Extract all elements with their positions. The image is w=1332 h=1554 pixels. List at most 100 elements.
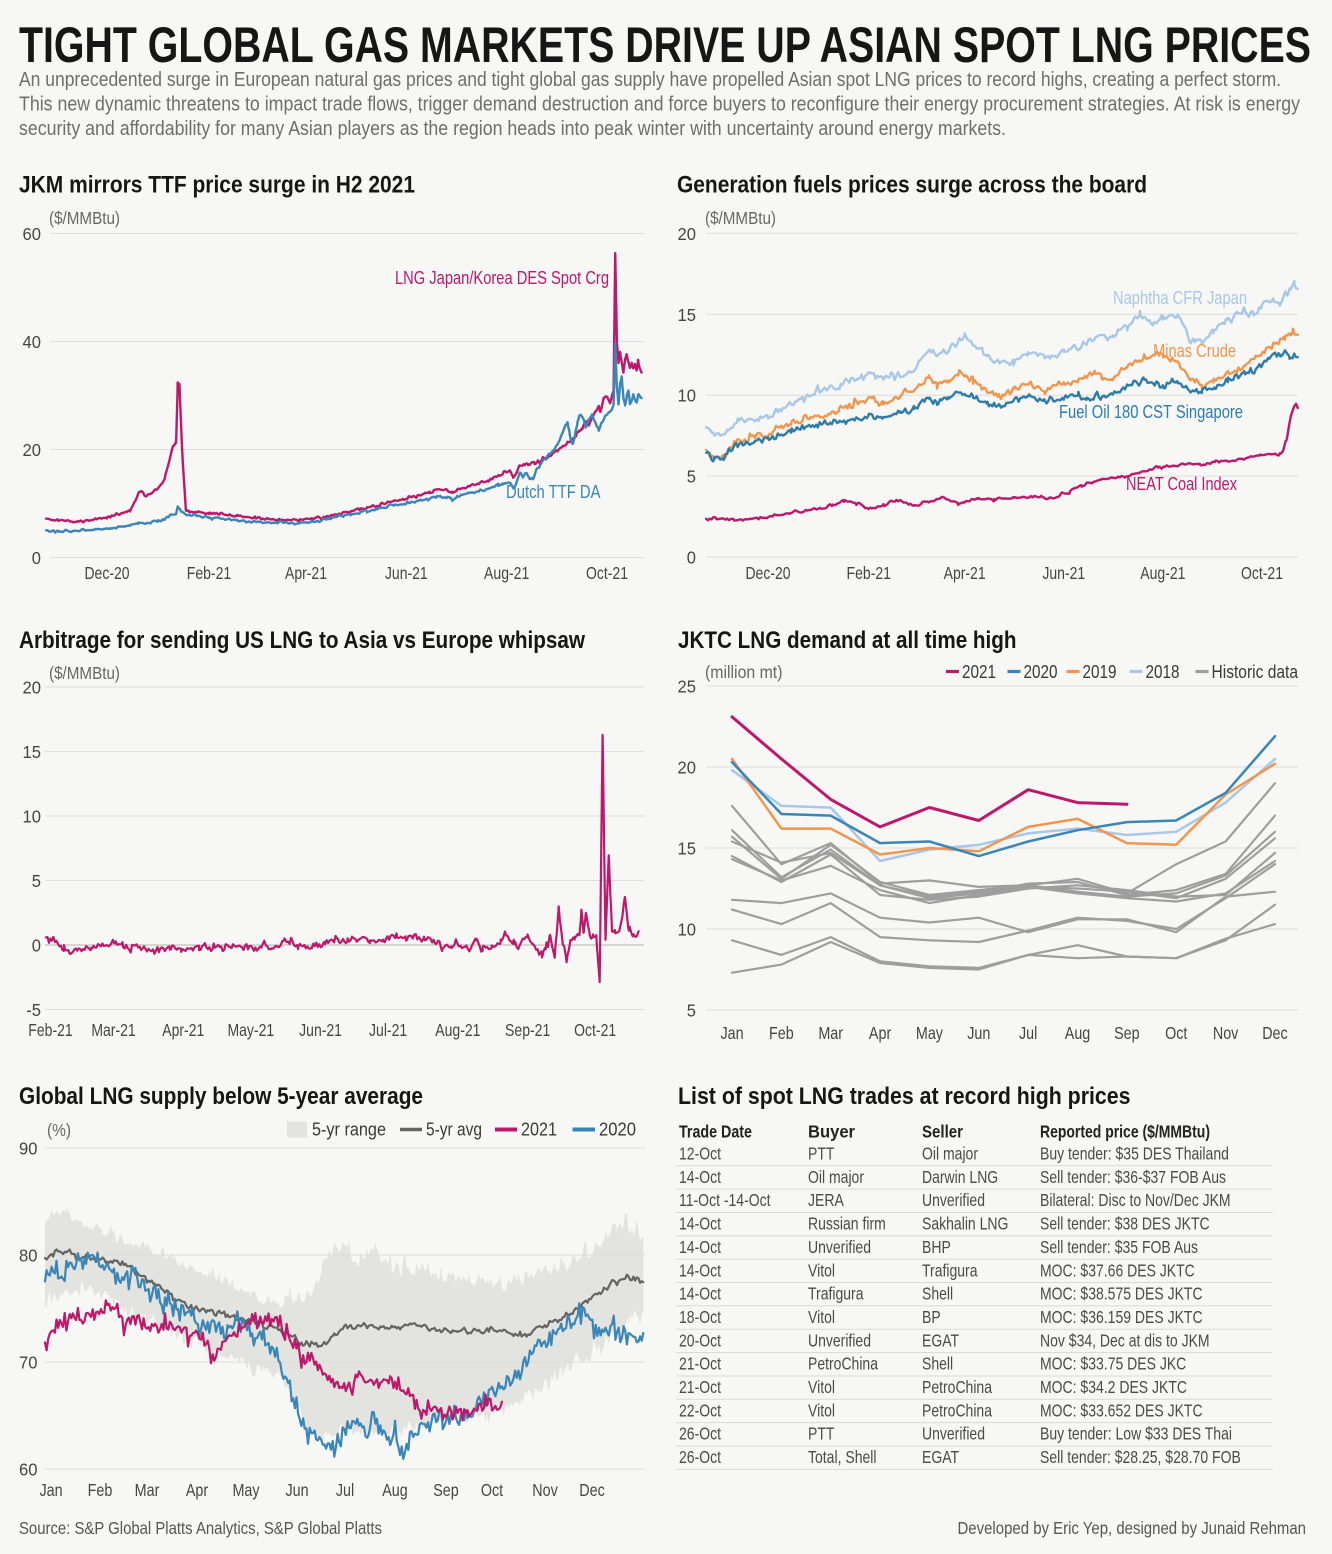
svg-text:BHP: BHP	[922, 1237, 951, 1257]
svg-text:Shell: Shell	[922, 1284, 953, 1304]
svg-text:TIGHT GLOBAL GAS MARKETS DRIVE: TIGHT GLOBAL GAS MARKETS DRIVE UP ASIAN …	[19, 17, 1311, 73]
svg-text:15: 15	[678, 305, 697, 325]
svg-text:5: 5	[687, 467, 696, 487]
svg-text:20: 20	[23, 678, 42, 698]
svg-text:70: 70	[19, 1353, 38, 1373]
svg-text:10: 10	[678, 920, 697, 940]
svg-text:5-yr avg: 5-yr avg	[426, 1120, 482, 1140]
svg-text:0: 0	[32, 936, 41, 956]
svg-text:Sell tender: $28.25, $28.70 FO: Sell tender: $28.25, $28.70 FOB	[1040, 1447, 1241, 1467]
svg-text:May: May	[916, 1023, 943, 1043]
svg-text:MOC: $38.575 DES JKTC: MOC: $38.575 DES JKTC	[1040, 1284, 1203, 1304]
svg-text:Vitol: Vitol	[808, 1307, 835, 1327]
svg-text:Darwin LNG: Darwin LNG	[922, 1167, 998, 1187]
svg-text:Sell tender: $38 DES JKTC: Sell tender: $38 DES JKTC	[1040, 1214, 1210, 1234]
svg-text:Mar: Mar	[135, 1480, 160, 1500]
svg-text:JKTC LNG demand at all time hi: JKTC LNG demand at all time high	[678, 627, 1017, 654]
svg-text:Jul: Jul	[1019, 1023, 1037, 1043]
svg-text:2021: 2021	[521, 1120, 557, 1140]
svg-text:Sep: Sep	[433, 1480, 459, 1500]
svg-text:Sep: Sep	[1114, 1023, 1140, 1043]
svg-text:5: 5	[687, 1001, 696, 1021]
svg-text:(%): (%)	[47, 1120, 71, 1140]
svg-text:Apr: Apr	[869, 1023, 891, 1043]
svg-text:14-Oct: 14-Oct	[679, 1284, 721, 1304]
svg-text:Buy tender: Low $33 DES Thai: Buy tender: Low $33 DES Thai	[1040, 1424, 1232, 1444]
svg-text:Jun-21: Jun-21	[299, 1020, 342, 1040]
svg-text:Jan: Jan	[39, 1480, 62, 1500]
svg-text:Dutch TTF DA: Dutch TTF DA	[506, 482, 601, 502]
svg-text:60: 60	[23, 224, 42, 244]
svg-text:Aug: Aug	[382, 1480, 408, 1500]
svg-text:11-Oct -14-Oct: 11-Oct -14-Oct	[679, 1190, 771, 1210]
svg-text:2020: 2020	[1024, 662, 1058, 682]
svg-text:Aug-21: Aug-21	[484, 563, 529, 583]
svg-text:Generation fuels prices surge: Generation fuels prices surge across the…	[677, 172, 1147, 199]
svg-text:Buy tender: $35 DES Thailand: Buy tender: $35 DES Thailand	[1040, 1144, 1229, 1164]
svg-text:Naphtha CFR Japan: Naphtha CFR Japan	[1113, 288, 1247, 308]
svg-text:Source: S&P Global Platts Anal: Source: S&P Global Platts Analytics, S&P…	[19, 1518, 382, 1538]
svg-text:5: 5	[32, 871, 41, 891]
svg-text:($/MMBtu): ($/MMBtu)	[49, 663, 120, 683]
svg-text:security and affordability for: security and affordability for many Asia…	[19, 118, 1006, 140]
svg-text:Sep-21: Sep-21	[505, 1020, 550, 1040]
svg-text:Vitol: Vitol	[808, 1400, 835, 1420]
svg-text:22-Oct: 22-Oct	[679, 1400, 721, 1420]
svg-text:14-Oct: 14-Oct	[679, 1167, 721, 1187]
svg-text:12-Oct: 12-Oct	[679, 1144, 721, 1164]
svg-text:LNG Japan/Korea DES Spot Crg: LNG Japan/Korea DES Spot Crg	[395, 268, 609, 288]
svg-text:26-Oct: 26-Oct	[679, 1424, 721, 1444]
svg-text:20: 20	[678, 758, 697, 778]
svg-text:(million mt): (million mt)	[705, 662, 783, 682]
svg-text:PetroChina: PetroChina	[922, 1400, 992, 1420]
svg-text:Oct-21: Oct-21	[586, 563, 628, 583]
svg-text:2020: 2020	[599, 1120, 636, 1140]
svg-text:20: 20	[23, 440, 42, 460]
svg-text:Dec: Dec	[1262, 1023, 1288, 1043]
svg-text:60: 60	[19, 1460, 38, 1480]
svg-text:80: 80	[19, 1246, 38, 1266]
svg-text:Oil major: Oil major	[808, 1167, 864, 1187]
svg-text:Apr-21: Apr-21	[162, 1020, 204, 1040]
svg-text:Shell: Shell	[922, 1354, 953, 1374]
svg-text:List of spot LNG trades at rec: List of spot LNG trades at record high p…	[678, 1083, 1131, 1110]
svg-text:Mar-21: Mar-21	[91, 1020, 135, 1040]
svg-text:Unverified: Unverified	[922, 1424, 985, 1444]
svg-text:Developed by Eric Yep, designe: Developed by Eric Yep, designed by Junai…	[958, 1518, 1307, 1538]
svg-text:14-Oct: 14-Oct	[679, 1260, 721, 1280]
svg-text:Dec-20: Dec-20	[84, 563, 129, 583]
svg-text:May: May	[232, 1480, 259, 1500]
svg-text:Mar: Mar	[818, 1023, 843, 1043]
svg-text:PTT: PTT	[808, 1144, 835, 1164]
svg-text:-5: -5	[26, 1000, 41, 1020]
svg-text:Jun-21: Jun-21	[1042, 563, 1085, 583]
svg-text:5-yr range: 5-yr range	[312, 1120, 386, 1140]
svg-text:14-Oct: 14-Oct	[679, 1237, 721, 1257]
svg-text:Dec: Dec	[579, 1480, 605, 1500]
svg-text:JERA: JERA	[808, 1190, 844, 1210]
svg-text:Feb: Feb	[88, 1480, 113, 1500]
svg-text:Oil major: Oil major	[922, 1144, 978, 1164]
svg-text:Global LNG supply below 5-year: Global LNG supply below 5-year average	[19, 1083, 423, 1110]
svg-text:MOC: $37.66 DES JKTC: MOC: $37.66 DES JKTC	[1040, 1260, 1195, 1280]
svg-text:26-Oct: 26-Oct	[679, 1447, 721, 1467]
svg-text:Seller: Seller	[922, 1122, 963, 1142]
svg-text:($/MMBtu): ($/MMBtu)	[705, 208, 776, 228]
svg-text:Oct-21: Oct-21	[1241, 563, 1283, 583]
svg-text:90: 90	[19, 1139, 38, 1159]
svg-text:Total, Shell: Total, Shell	[808, 1447, 877, 1467]
svg-text:2018: 2018	[1146, 662, 1180, 682]
svg-text:Unverified: Unverified	[808, 1237, 871, 1257]
svg-text:21-Oct: 21-Oct	[679, 1354, 721, 1374]
svg-text:Bilateral: Disc to Nov/Dec JKM: Bilateral: Disc to Nov/Dec JKM	[1040, 1190, 1231, 1210]
svg-text:2021: 2021	[962, 662, 996, 682]
svg-text:Aug: Aug	[1065, 1023, 1091, 1043]
svg-text:MOC: $33.652 DES JKTC: MOC: $33.652 DES JKTC	[1040, 1400, 1203, 1420]
svg-text:Historic data: Historic data	[1212, 662, 1299, 682]
svg-text:21-Oct: 21-Oct	[679, 1377, 721, 1397]
svg-text:($/MMBtu): ($/MMBtu)	[49, 208, 120, 228]
svg-text:14-Oct: 14-Oct	[679, 1214, 721, 1234]
svg-text:JKM mirrors TTF price surge in: JKM mirrors TTF price surge in H2 2021	[19, 172, 415, 199]
svg-text:Nov: Nov	[1213, 1023, 1239, 1043]
svg-text:Arbitrage for sending US LNG t: Arbitrage for sending US LNG to Asia vs …	[19, 627, 585, 654]
